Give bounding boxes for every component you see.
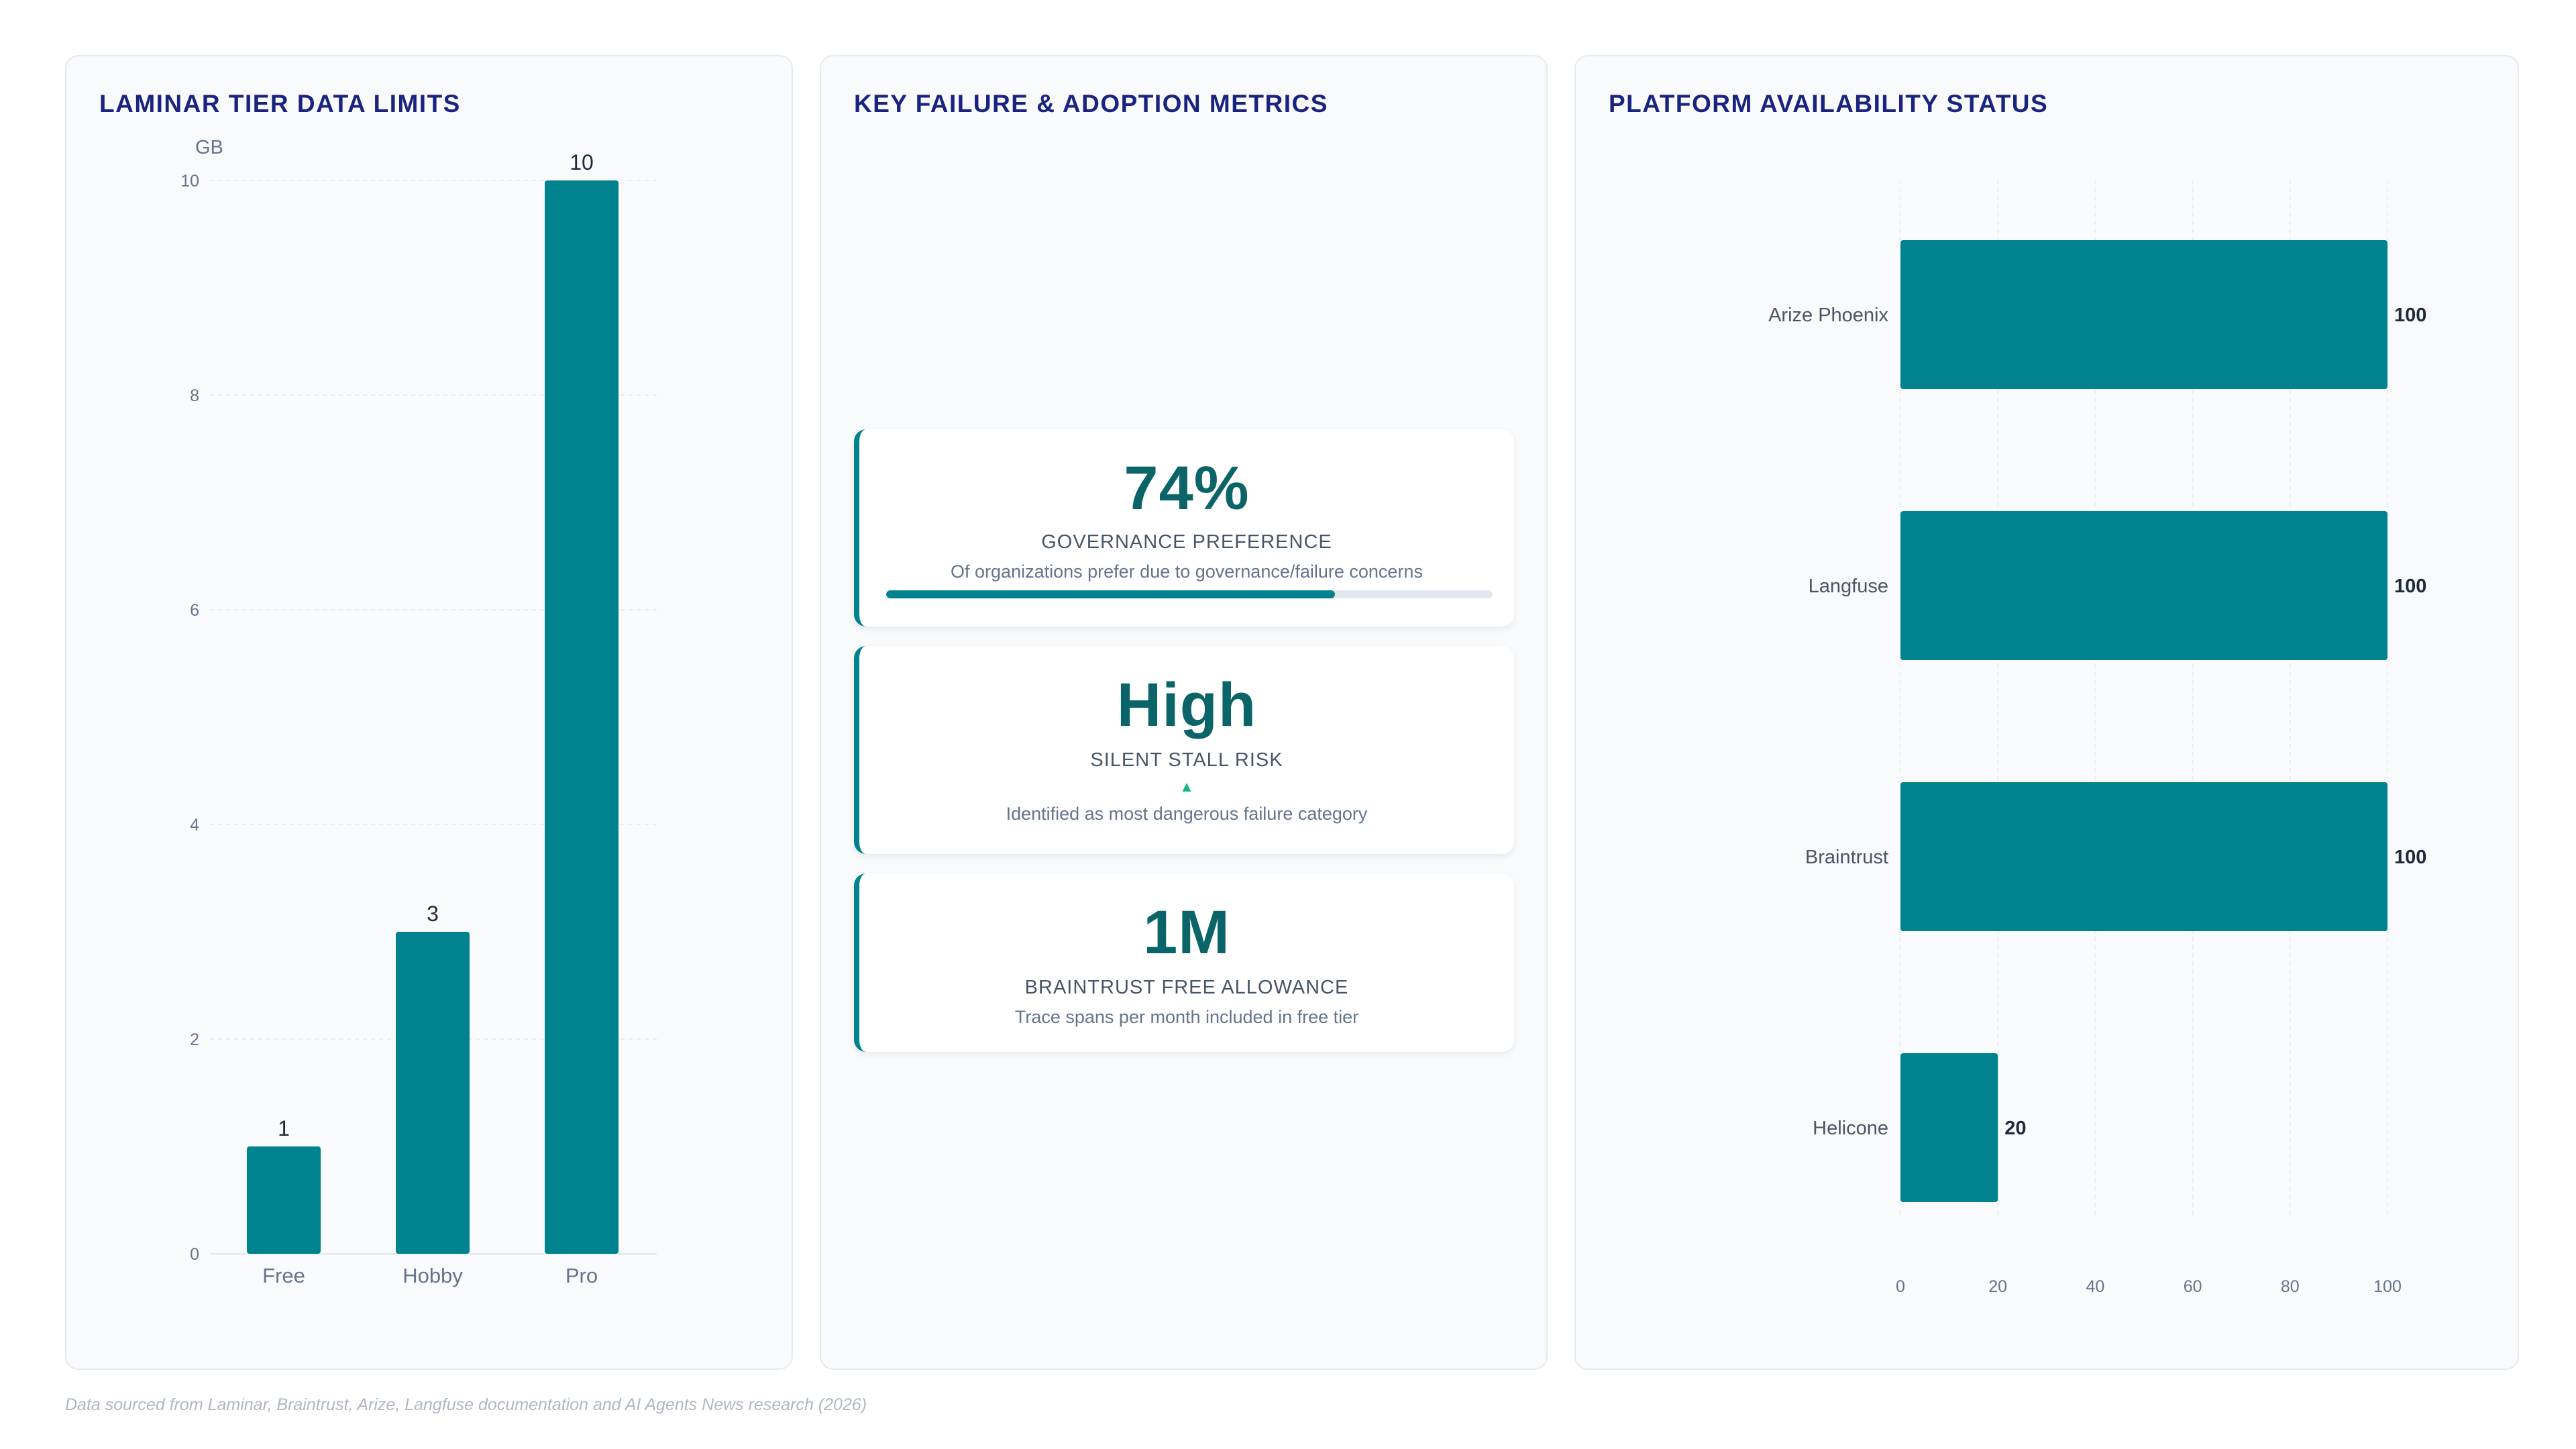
kpi-governance-value: 74% <box>1124 454 1250 523</box>
x-tick-label: Hobby <box>402 1264 463 1287</box>
footer-source-note: Data sourced from Laminar, Braintrust, A… <box>65 1395 867 1414</box>
bar-value-label: 1 <box>278 1116 290 1140</box>
up-arrow-icon: ▲ <box>1179 778 1194 795</box>
kpi-braintrust-label: BRAINTRUST FREE ALLOWANCE <box>1024 977 1349 998</box>
bar-pro <box>545 180 619 1254</box>
availability-chart-title: PLATFORM AVAILABILITY STATUS <box>1609 90 2049 117</box>
availability-chart: 0 20 40 60 80 100 100 Arize Phoenix 100 Langfuse 1… <box>1768 180 2426 1296</box>
y-tick-label: 2 <box>190 1030 199 1049</box>
x-tick-label: Free <box>262 1264 305 1287</box>
y-tick-label: Arize Phoenix <box>1768 305 1888 326</box>
laminar-tier-chart: 0 2 4 6 8 10 GB 1 Free 3 Hobby 10 Pro <box>180 137 657 1287</box>
kpi-braintrust-desc: Trace spans per month included in free t… <box>1014 1007 1359 1027</box>
kpi-governance-card: 74% GOVERNANCE PREFERENCE Of organizatio… <box>854 429 1514 627</box>
kpi-braintrust-card: 1M BRAINTRUST FREE ALLOWANCE Trace spans… <box>854 873 1514 1052</box>
y-axis-unit-label: GB <box>195 137 223 158</box>
kpi-braintrust-value: 1M <box>1143 898 1230 967</box>
y-tick-label: 4 <box>190 816 199 835</box>
bar-arize-phoenix <box>1900 240 2387 389</box>
y-tick-label: 0 <box>190 1245 199 1264</box>
laminar-tier-card: LAMINAR TIER DATA LIMITS 0 2 4 6 8 10 GB 1 Free 3… <box>65 55 793 1370</box>
kpi-stall-risk-label: SILENT STALL RISK <box>1090 749 1283 771</box>
y-tick-label: 8 <box>190 386 199 405</box>
x-tick-label: 0 <box>1896 1277 1905 1296</box>
kpi-governance-desc: Of organizations prefer due to governanc… <box>951 561 1423 582</box>
laminar-chart-title: LAMINAR TIER DATA LIMITS <box>99 90 461 117</box>
metrics-title: KEY FAILURE & ADOPTION METRICS <box>854 90 1328 117</box>
bar-value-label: 10 <box>570 150 594 174</box>
metrics-card: KEY FAILURE & ADOPTION METRICS 74% GOVER… <box>820 55 1548 1370</box>
y-tick-label: Langfuse <box>1809 576 1888 597</box>
y-tick-label: 6 <box>190 601 199 620</box>
bar-langfuse <box>1900 511 2387 660</box>
y-tick-label: Braintrust <box>1805 847 1888 868</box>
bar-value-label: 20 <box>2004 1118 2026 1139</box>
kpi-governance-label: GOVERNANCE PREFERENCE <box>1041 531 1332 553</box>
x-tick-label: 60 <box>2184 1277 2202 1296</box>
x-tick-label: 80 <box>2281 1277 2300 1296</box>
bar-value-label: 3 <box>427 902 439 926</box>
governance-progress-bar <box>886 590 1493 598</box>
bar-value-label: 100 <box>2394 305 2426 326</box>
kpi-stall-risk-value: High <box>1116 671 1257 739</box>
availability-card: PLATFORM AVAILABILITY STATUS 0 20 40 60 80 10… <box>1574 55 2519 1370</box>
y-tick-label: 10 <box>180 172 199 191</box>
x-tick-label: Pro <box>566 1264 598 1287</box>
x-tick-label: 20 <box>1988 1277 2007 1296</box>
x-tick-label: 100 <box>2373 1277 2402 1296</box>
y-tick-label: Helicone <box>1813 1118 1888 1139</box>
bar-value-label: 100 <box>2394 847 2426 868</box>
kpi-stall-risk-card: High SILENT STALL RISK ▲ Identified as m… <box>854 646 1514 854</box>
governance-progress-fill <box>886 590 1335 598</box>
bar-helicone <box>1900 1053 1998 1202</box>
bar-value-label: 100 <box>2394 576 2426 597</box>
x-tick-label: 40 <box>2086 1277 2104 1296</box>
bar-free <box>247 1146 321 1254</box>
kpi-stall-risk-desc: Identified as most dangerous failure cat… <box>1006 804 1368 824</box>
bar-hobby <box>396 932 470 1254</box>
bar-braintrust <box>1900 782 2387 931</box>
